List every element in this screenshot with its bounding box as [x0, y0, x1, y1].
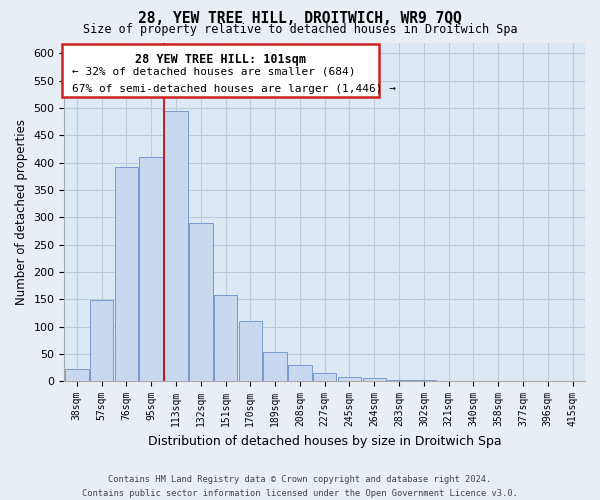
Text: ← 32% of detached houses are smaller (684): ← 32% of detached houses are smaller (68…	[72, 66, 356, 76]
Bar	[362, 378, 386, 381]
Bar	[288, 365, 311, 381]
Bar	[313, 373, 337, 381]
Text: Size of property relative to detached houses in Droitwich Spa: Size of property relative to detached ho…	[83, 22, 517, 36]
Bar	[139, 157, 163, 381]
Bar	[338, 377, 361, 381]
Bar	[536, 380, 560, 381]
Text: 28 YEW TREE HILL: 101sqm: 28 YEW TREE HILL: 101sqm	[135, 52, 306, 66]
Bar	[65, 369, 89, 381]
Bar	[437, 380, 460, 381]
Text: 28, YEW TREE HILL, DROITWICH, WR9 7QQ: 28, YEW TREE HILL, DROITWICH, WR9 7QQ	[138, 11, 462, 26]
Bar	[239, 321, 262, 381]
Bar	[263, 352, 287, 381]
Y-axis label: Number of detached properties: Number of detached properties	[15, 119, 28, 305]
Bar	[412, 380, 436, 381]
X-axis label: Distribution of detached houses by size in Droitwich Spa: Distribution of detached houses by size …	[148, 434, 502, 448]
Text: 67% of semi-detached houses are larger (1,446) →: 67% of semi-detached houses are larger (…	[72, 84, 396, 94]
Bar	[387, 380, 411, 381]
FancyBboxPatch shape	[62, 44, 379, 96]
Bar	[90, 300, 113, 381]
Bar	[164, 111, 188, 381]
Bar	[461, 380, 485, 381]
Bar	[214, 295, 238, 381]
Bar	[189, 223, 212, 381]
Bar	[561, 380, 584, 381]
Text: Contains HM Land Registry data © Crown copyright and database right 2024.
Contai: Contains HM Land Registry data © Crown c…	[82, 476, 518, 498]
Bar	[115, 166, 138, 381]
Bar	[487, 380, 510, 381]
